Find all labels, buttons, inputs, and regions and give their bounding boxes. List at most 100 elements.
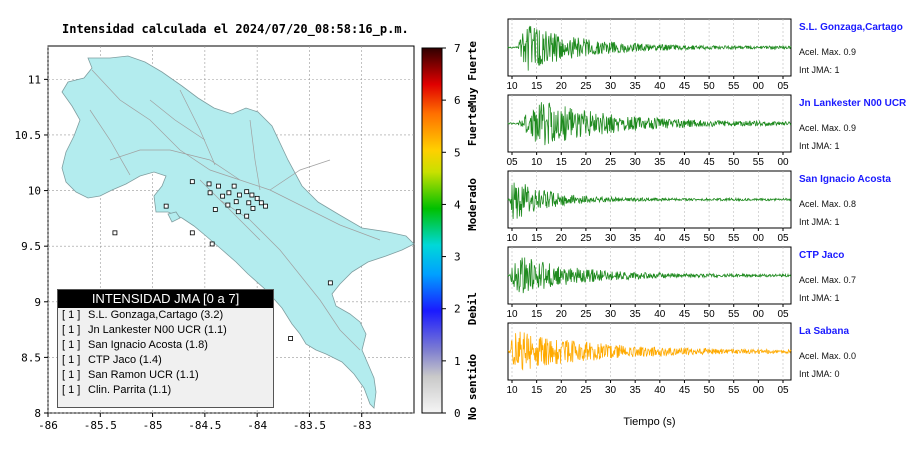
map-x-tick-label: -85.5 <box>84 419 117 432</box>
colorbar-category-label: Debil <box>466 292 479 325</box>
map-y-tick-label: 10 <box>28 185 41 198</box>
waveform-x-tick-label: 10 <box>506 81 518 92</box>
station-marker <box>231 183 237 189</box>
waveform-x-tick-label: 40 <box>654 81 666 92</box>
waveform-panel: 10 15 20 25 30 35 40 45 50 55 00 05 <box>506 170 792 244</box>
waveform-x-tick-label: 15 <box>556 157 568 168</box>
waveform-x-tick-label: 25 <box>605 157 617 168</box>
waveform-x-tick-label: 45 <box>679 81 691 92</box>
station-marker <box>163 203 169 209</box>
station-int-jma: Int JMA: 1 <box>799 141 840 151</box>
legend-row-level: [ 1 ] <box>62 369 81 381</box>
station-name: Jn Lankester N00 UCR <box>799 98 907 109</box>
waveform-x-tick-label: 10 <box>506 309 518 320</box>
waveform-x-tick-label: 00 <box>753 385 765 396</box>
waveform-x-tick-label: 00 <box>753 309 765 320</box>
station-acel-max: Acel. Max. 0.8 <box>799 199 857 209</box>
waveform-x-tick-label: 30 <box>605 309 617 320</box>
waveform-x-tick-label: 00 <box>777 157 789 168</box>
waveform-x-tick-label: 05 <box>777 81 789 92</box>
station-acel-max: Acel. Max. 0.9 <box>799 123 857 133</box>
waveform-x-tick-label: 05 <box>777 309 789 320</box>
legend-row-level: [ 1 ] <box>62 309 81 321</box>
legend-row: [ 1 ] San Ignacio Acosta (1.8) <box>58 338 273 353</box>
waveform-x-tick-label: 30 <box>630 157 642 168</box>
waveform-trace <box>507 257 792 294</box>
waveform-x-tick-label: 40 <box>654 309 666 320</box>
station-marker <box>220 193 226 199</box>
station-marker <box>216 183 221 189</box>
map-x-tick-label: -83.5 <box>293 419 326 432</box>
legend-rows: [ 1 ] S.L. Gonzaga,Cartago (3.2) [ 1 ] Jn L… <box>58 308 273 398</box>
waveform-x-tick-label: 10 <box>531 157 543 168</box>
station-marker <box>112 230 118 236</box>
map-x-tick-label: -84 <box>247 419 267 432</box>
waveform-x-tick-label: 55 <box>728 309 740 320</box>
waveform-x-tick-label: 45 <box>679 233 691 244</box>
waveform-x-tick-label: 50 <box>704 385 716 396</box>
station-marker <box>250 205 256 211</box>
waveform-trace <box>507 182 792 220</box>
waveform-x-tick-label: 25 <box>580 309 592 320</box>
colorbar-tick-label: 1 <box>454 355 461 368</box>
waveform-x-tick-label: 55 <box>728 81 740 92</box>
legend-row: [ 1 ] San Ramon UCR (1.1) <box>58 368 273 383</box>
legend-row-text: San Ignacio Acosta (1.8) <box>88 339 208 351</box>
legend-row-level: [ 1 ] <box>62 354 81 366</box>
station-int-jma: Int JMA: 1 <box>799 217 840 227</box>
legend-row: [ 1 ] S.L. Gonzaga,Cartago (3.2) <box>58 308 273 323</box>
colorbar-tick-label: 5 <box>454 146 461 159</box>
station-marker <box>226 190 232 196</box>
waveform-x-tick-label: 40 <box>679 157 691 168</box>
waveform-x-tick-label: 45 <box>679 385 691 396</box>
x-axis-label: Tiempo (s) <box>623 416 676 428</box>
map-x-tick-label: -84.5 <box>188 419 221 432</box>
costa-rica-outline <box>61 55 415 409</box>
waveform-x-tick-label: 30 <box>605 233 617 244</box>
colorbar-tick-label: 0 <box>454 407 461 420</box>
station-int-jma: Int JMA: 1 <box>799 65 840 75</box>
station-marker <box>189 230 195 236</box>
map-y-tick-label: 9.5 <box>21 240 41 253</box>
waveform-panel: 05 10 15 20 25 30 35 40 45 50 55 00 <box>506 94 792 168</box>
map-y-tick-label: 8.5 <box>21 351 41 364</box>
colorbar-category-label: Muy Fuerte <box>466 41 479 108</box>
waveform-panel: 10 15 20 25 30 35 40 45 50 55 00 05 <box>506 18 792 92</box>
waveform-x-tick-label: 20 <box>556 385 568 396</box>
waveform-x-tick-label: 40 <box>654 385 666 396</box>
waveform-x-tick-label: 50 <box>704 233 716 244</box>
legend-row-text: S.L. Gonzaga,Cartago (3.2) <box>88 309 224 321</box>
waveform-x-tick-label: 25 <box>580 233 592 244</box>
station-marker <box>246 200 252 206</box>
waveform-x-tick-label: 55 <box>728 233 740 244</box>
legend-row-text: CTP Jaco (1.4) <box>88 354 162 366</box>
legend-row-text: San Ramon UCR (1.1) <box>88 369 199 381</box>
waveform-trace <box>507 102 792 146</box>
station-name: San Ignacio Acosta <box>799 174 891 185</box>
colorbar-tick-label: 2 <box>454 303 461 316</box>
colorbar-tick-label: 4 <box>454 198 461 211</box>
waveform-x-tick-label: 15 <box>531 233 543 244</box>
map-y-tick-label: 10.5 <box>15 129 42 142</box>
chart-title: Intensidad calculada el 2024/07/20_08:58… <box>62 22 409 36</box>
station-marker <box>206 181 212 187</box>
station-marker <box>233 199 239 205</box>
intensity-colorbar: 0 1 2 3 4 5 6 7 No sentido Debil Moderado FuerteMu… <box>421 41 479 420</box>
station-marker <box>207 190 213 196</box>
waveform-x-tick-label: 55 <box>753 157 765 168</box>
station-acel-max: Acel. Max. 0.0 <box>799 351 857 361</box>
colorbar-category-label: Moderado <box>466 178 479 231</box>
waveform-x-tick-label: 30 <box>605 385 617 396</box>
station-marker <box>327 280 333 286</box>
map-x-ticks: -86 -85.5 -85 -84.5 -84 -83.5 -83 <box>38 413 372 432</box>
legend-row-level: [ 1 ] <box>62 324 81 336</box>
waveform-x-tick-label: 35 <box>630 385 642 396</box>
colorbar-tick-label: 6 <box>454 94 461 107</box>
waveform-x-tick-label: 45 <box>679 309 691 320</box>
waveform-x-tick-label: 10 <box>506 385 518 396</box>
legend-row: [ 1 ] Jn Lankester N00 UCR (1.1) <box>58 323 273 338</box>
waveform-x-tick-label: 25 <box>580 81 592 92</box>
waveform-x-tick-label: 20 <box>556 81 568 92</box>
waveform-x-tick-label: 05 <box>506 157 518 168</box>
